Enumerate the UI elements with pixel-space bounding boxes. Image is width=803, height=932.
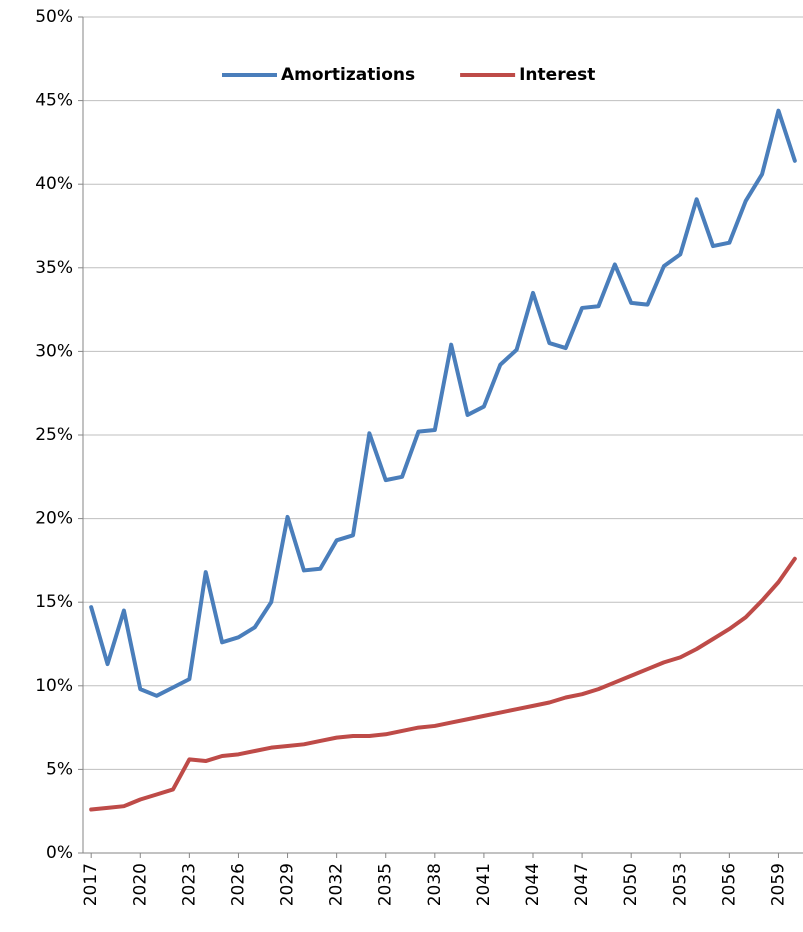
y-tick-label: 45% xyxy=(35,91,73,111)
legend: Amortizations Interest xyxy=(222,65,595,85)
axes: 0% 5% 10% 15% 20% 25% 30% 35% 40% 45% 50% 2017 2020 2… xyxy=(35,7,803,906)
x-tick-label: 2017 xyxy=(81,863,101,906)
x-tick-label: 2044 xyxy=(523,863,543,906)
y-tick-label: 30% xyxy=(35,341,73,361)
y-tick-label: 10% xyxy=(35,676,73,696)
y-tick-label: 5% xyxy=(46,759,73,779)
x-tick-label: 2020 xyxy=(130,863,150,906)
legend-label: Amortizations xyxy=(281,65,415,85)
legend-label: Interest xyxy=(519,65,595,85)
x-tick-label: 2038 xyxy=(425,863,445,906)
y-tick-label: 35% xyxy=(35,258,73,278)
series-line xyxy=(89,556,797,812)
x-tick-label: 2035 xyxy=(376,863,396,906)
x-tick-label: 2029 xyxy=(278,863,298,906)
x-tick-label: 2050 xyxy=(621,863,641,906)
series-line xyxy=(89,108,797,698)
y-tick-label: 50% xyxy=(35,7,73,27)
x-tick-label: 2053 xyxy=(670,863,690,906)
x-tick-label: 2056 xyxy=(719,863,739,906)
x-tick-label: 2023 xyxy=(179,863,199,906)
x-tick-label: 2041 xyxy=(474,863,494,906)
x-tick-label: 2032 xyxy=(327,863,347,906)
y-tick-label: 20% xyxy=(35,509,73,529)
x-tick-label: 2047 xyxy=(572,863,592,906)
grid xyxy=(83,16,803,854)
y-tick-label: 25% xyxy=(35,425,73,445)
x-tick-label: 2026 xyxy=(228,863,248,906)
x-tick-label: 2059 xyxy=(768,863,788,906)
y-tick-label: 0% xyxy=(46,843,73,863)
y-tick-label: 15% xyxy=(35,592,73,612)
y-tick-label: 40% xyxy=(35,174,73,194)
lines xyxy=(89,108,797,812)
